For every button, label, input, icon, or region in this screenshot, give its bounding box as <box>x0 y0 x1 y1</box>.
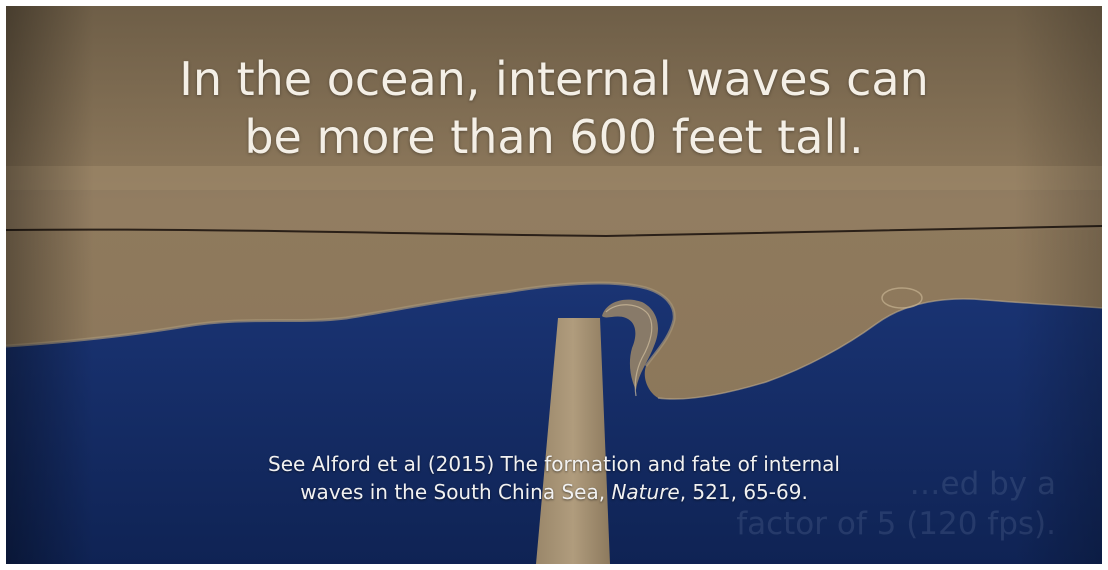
citation-line2-after: , 521, 65-69. <box>679 480 808 504</box>
headline-caption: In the ocean, internal waves can be more… <box>6 50 1102 166</box>
headline-line2: be more than 600 feet tall. <box>244 110 864 164</box>
citation-line1: See Alford et al (2015) The formation an… <box>268 452 840 476</box>
wave-tank-scene <box>6 6 1102 564</box>
citation-caption: See Alford et al (2015) The formation an… <box>6 450 1102 506</box>
faded-overlay-line1: …ed by a <box>909 466 1056 502</box>
faded-overlay-text: …ed by a factor of 5 (120 fps). <box>696 464 1056 544</box>
citation-journal: Nature <box>611 480 680 504</box>
video-frame: …ed by a factor of 5 (120 fps). In the o… <box>6 6 1102 564</box>
citation-line2-before: waves in the South China Sea, <box>300 480 612 504</box>
faded-overlay-line2: factor of 5 (120 fps). <box>736 506 1056 542</box>
headline-line1: In the ocean, internal waves can <box>179 52 929 106</box>
citation-line2: waves in the South China Sea, Nature, 52… <box>6 478 1102 506</box>
